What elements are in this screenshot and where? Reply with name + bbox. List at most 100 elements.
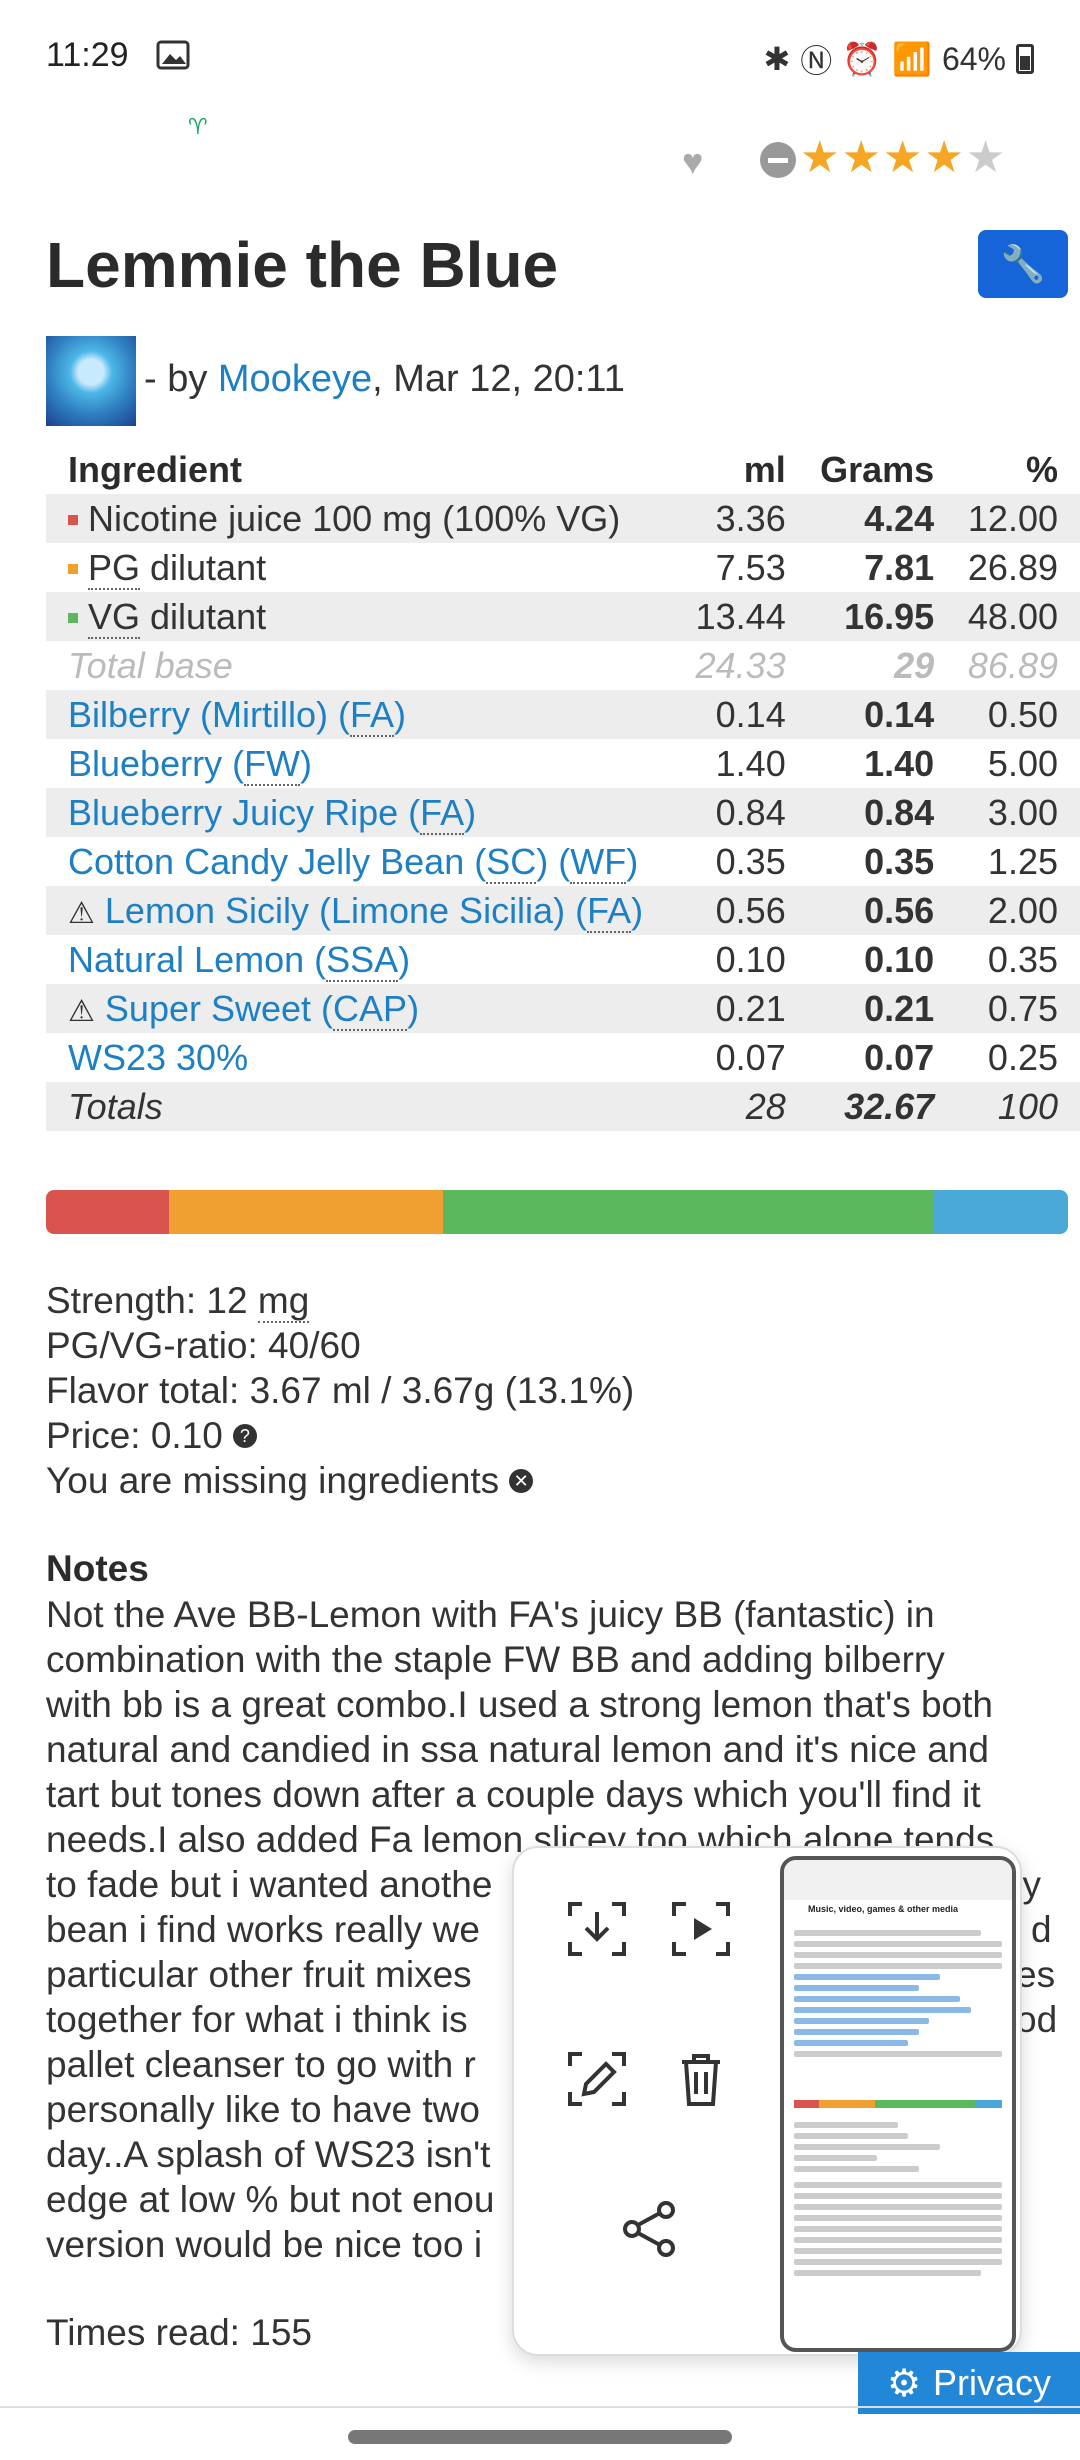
price-stat: Price: 0.10? xyxy=(46,1413,634,1458)
star-icon[interactable]: ★ xyxy=(882,133,923,182)
share-icon[interactable] xyxy=(614,2194,684,2264)
table-row: ⚠ Lemon Sicily (Limone Sicilia) (FA) 0.56… xyxy=(46,886,1080,935)
table-header-row: Ingredient ml Grams % xyxy=(46,446,1080,494)
grams-value: 0.84 xyxy=(807,788,957,837)
flavor-link[interactable]: Lemon Sicily (Limone Sicilia) (FA) xyxy=(104,889,644,933)
ml-value: 1.40 xyxy=(715,742,786,784)
recipe-stats: Strength: 12 mg PG/VG-ratio: 40/60 Flavo… xyxy=(46,1278,634,1503)
pct-value: 5.00 xyxy=(987,742,1058,784)
pct-value: 3.00 xyxy=(956,788,1080,837)
grams-value: 0.35 xyxy=(864,840,935,882)
star-icon[interactable]: ★ xyxy=(841,133,881,182)
pct-value: 0.35 xyxy=(987,938,1058,980)
totals-label: Totals xyxy=(46,1082,684,1131)
grams-value: 0.14 xyxy=(807,690,957,739)
battery-percent: 64% xyxy=(941,40,1006,77)
grams-value: 4.24 xyxy=(807,494,957,543)
grams-value: 0.07 xyxy=(864,1036,935,1078)
site-logo-icon[interactable]: ♈ xyxy=(188,114,208,139)
gallery-icon xyxy=(156,40,190,70)
table-row: Natural Lemon (SSA) 0.10 0.10 0.35 xyxy=(46,935,1080,984)
grams-value: 0.10 xyxy=(864,938,935,980)
total-base-row: Total base 24.33 29 86.89 xyxy=(46,641,1080,690)
abbr: PG xyxy=(88,546,141,590)
ml-value: 28 xyxy=(683,1082,808,1131)
close-circle-icon[interactable]: ✕ xyxy=(509,1469,534,1493)
divider xyxy=(0,2406,1080,2408)
warning-icon[interactable]: ⚠ xyxy=(68,994,95,1028)
abbr: VG xyxy=(88,595,141,639)
edit-pencil-icon[interactable] xyxy=(562,2044,632,2114)
wrench-icon: 🔧 xyxy=(1000,243,1046,284)
flavor-link[interactable]: Bilberry (Mirtillo) (FA) xyxy=(68,693,407,737)
flavor-link[interactable]: Blueberry Juicy Ripe (FA) xyxy=(68,791,477,835)
star-icon[interactable]: ★ xyxy=(924,133,964,182)
ingredient-name: Nicotine juice 100 mg (100% VG) xyxy=(88,497,621,539)
help-icon[interactable]: ? xyxy=(232,1424,257,1448)
ml-value: 24.33 xyxy=(695,644,786,686)
col-grams: Grams xyxy=(820,449,935,490)
strength-stat: Strength: 12 mg xyxy=(46,1280,310,1323)
ml-value: 0.35 xyxy=(715,840,786,882)
screen-record-icon[interactable] xyxy=(666,1894,736,1964)
color-swatch xyxy=(68,563,78,574)
notes-heading: Notes xyxy=(46,1548,149,1589)
flavor-link[interactable]: Super Sweet (CAP) xyxy=(104,987,420,1031)
totals-row: Totals 28 32.67 100 xyxy=(46,1082,1080,1131)
grams-value: 29 xyxy=(894,644,935,686)
pct-value: 86.89 xyxy=(967,644,1058,686)
nfc-icon: Ⓝ xyxy=(800,43,833,79)
table-row: ⚠ Super Sweet (CAP) 0.21 0.21 0.75 xyxy=(46,984,1080,1033)
gesture-nav-bar[interactable] xyxy=(348,2430,732,2444)
flavor-link[interactable]: Cotton Candy Jelly Bean (SC) (WF) xyxy=(68,840,639,884)
pct-value: 100 xyxy=(956,1082,1080,1131)
ml-value: 0.21 xyxy=(683,984,808,1033)
ml-value: 0.56 xyxy=(683,886,808,935)
col-pct: % xyxy=(1025,449,1058,490)
total-base-label: Total base xyxy=(68,644,233,686)
download-icon[interactable] xyxy=(562,1894,632,1964)
ingredient-name: dilutant xyxy=(140,595,267,637)
flavor-link[interactable]: WS23 30% xyxy=(68,1036,249,1078)
missing-ingredients: You are missing ingredients ✕ xyxy=(46,1458,634,1503)
remove-rating-icon[interactable] xyxy=(760,142,796,178)
table-row: VG dilutant 13.44 16.95 48.00 xyxy=(46,592,1080,641)
author-link[interactable]: Mookeye xyxy=(217,358,373,400)
favorite-heart-icon[interactable]: ♥ xyxy=(682,141,704,182)
recipe-title: Lemmie the Blue xyxy=(46,229,559,301)
table-row: Blueberry Juicy Ripe (FA) 0.84 0.84 3.00 xyxy=(46,788,1080,837)
edit-tools-button[interactable]: 🔧 xyxy=(978,230,1068,298)
pct-value: 1.25 xyxy=(987,840,1058,882)
notes-text: Not the Ave BB-Lemon with FA's juicy BB … xyxy=(46,1594,1058,2265)
ingredient-table: Ingredient ml Grams % Nicotine juice 100… xyxy=(46,446,1080,1131)
grams-value: 7.81 xyxy=(864,546,935,588)
ml-value: 0.07 xyxy=(715,1036,786,1078)
ingredient-name: dilutant xyxy=(140,546,267,588)
thumbnail-title: Music, video, games & other media xyxy=(808,1904,959,1914)
ratio-stat: PG/VG-ratio: 40/60 xyxy=(46,1325,361,1366)
byline-prefix: - by xyxy=(144,358,218,400)
recipe-date: , Mar 12, 20:11 xyxy=(372,358,625,400)
table-row: Blueberry (FW) 1.40 1.40 5.00 xyxy=(46,739,1080,788)
grams-value: 0.56 xyxy=(807,886,957,935)
alarm-icon: ⏰ xyxy=(842,41,883,77)
pct-value: 12.00 xyxy=(956,494,1080,543)
table-row: Cotton Candy Jelly Bean (SC) (WF) 0.35 0… xyxy=(46,837,1080,886)
composition-bar xyxy=(46,1190,1068,1234)
pct-value: 48.00 xyxy=(956,592,1080,641)
star-rating[interactable]: ★ ★ ★ ★ ★ xyxy=(800,134,1005,182)
pct-value: 0.25 xyxy=(987,1036,1058,1078)
warning-icon[interactable]: ⚠ xyxy=(68,896,95,930)
screenshot-thumbnail[interactable]: Music, video, games & other media xyxy=(780,1856,1016,2352)
privacy-button[interactable]: ⚙ Privacy xyxy=(858,2352,1080,2414)
ml-value: 7.53 xyxy=(715,546,786,588)
delete-icon[interactable] xyxy=(666,2044,736,2114)
flavor-link[interactable]: Natural Lemon (SSA) xyxy=(68,938,411,982)
star-icon[interactable]: ★ xyxy=(800,133,840,182)
ml-value: 0.84 xyxy=(683,788,808,837)
pct-value: 2.00 xyxy=(956,886,1080,935)
gear-icon: ⚙ xyxy=(886,2362,922,2405)
flavor-link[interactable]: Blueberry (FW) xyxy=(68,742,313,786)
star-icon[interactable]: ★ xyxy=(965,133,1006,182)
author-avatar[interactable] xyxy=(46,336,136,426)
